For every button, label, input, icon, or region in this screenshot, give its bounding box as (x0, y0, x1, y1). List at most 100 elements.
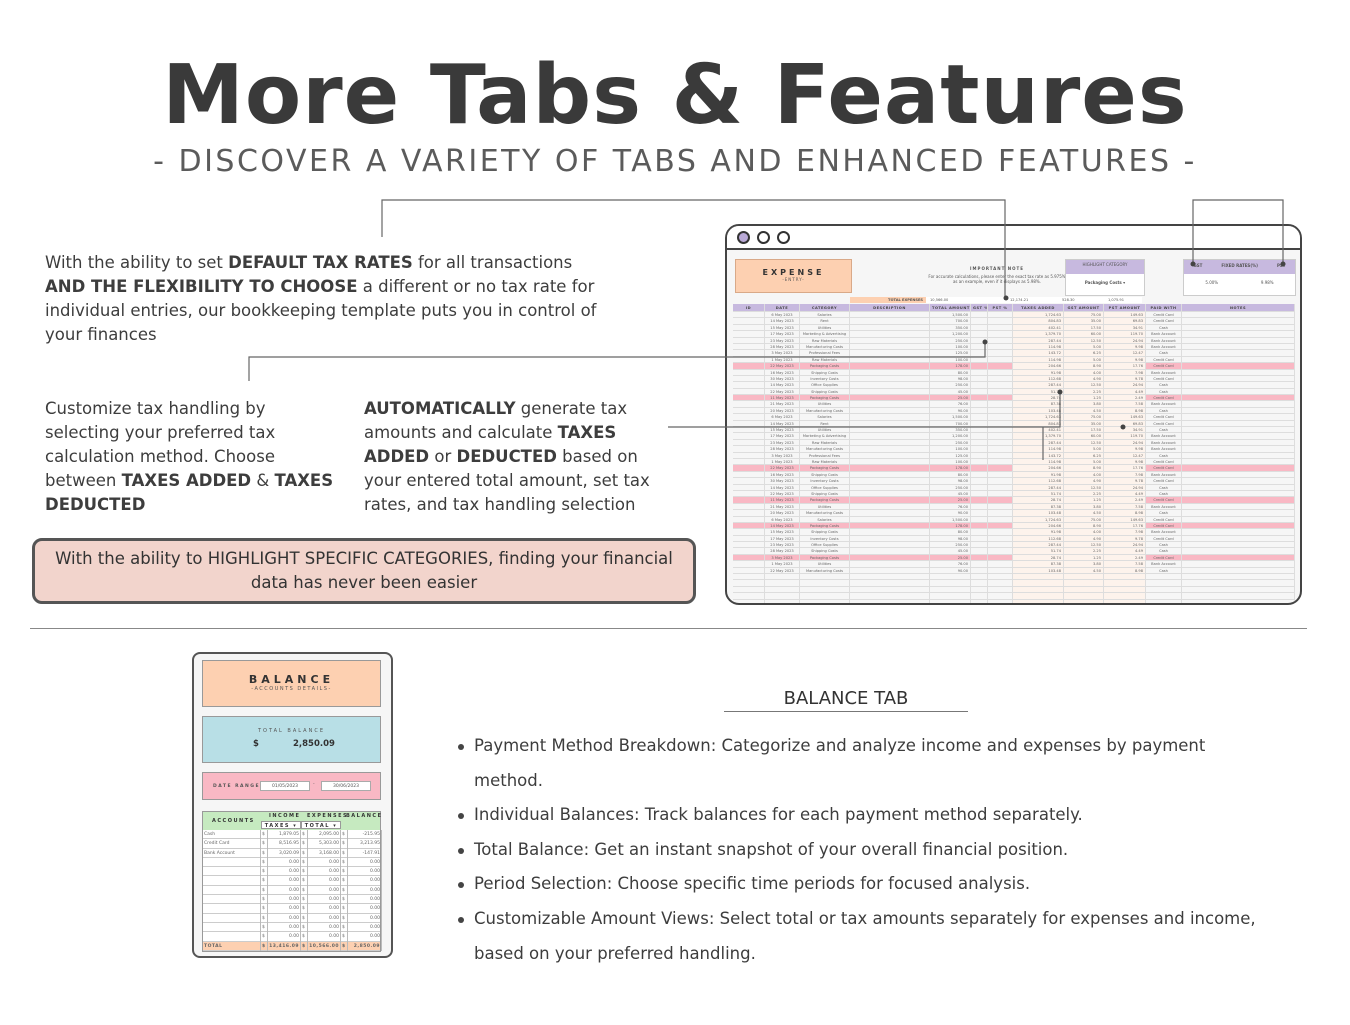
table-cell[interactable] (1182, 401, 1295, 407)
table-cell[interactable] (765, 593, 800, 599)
table-cell[interactable]: Bank Account (1146, 561, 1182, 567)
table-cell[interactable]: Bank Account (1146, 369, 1182, 375)
table-cell[interactable]: Bank Account (1146, 401, 1182, 407)
table-cell[interactable]: 100.00 (930, 343, 971, 350)
table-cell[interactable]: Packaging Costs (800, 554, 850, 561)
table-cell[interactable] (733, 535, 765, 542)
table-cell[interactable]: Credit Card (1146, 414, 1182, 420)
table-cell[interactable]: 24.94 (1104, 337, 1146, 343)
table-cell[interactable] (988, 414, 1013, 420)
table-cell[interactable] (988, 465, 1013, 471)
table-row[interactable] (733, 599, 1295, 603)
table-cell[interactable] (850, 382, 930, 388)
table-cell[interactable]: 1,500.00 (930, 312, 971, 318)
table-cell[interactable]: Cash (1146, 427, 1182, 433)
table-cell[interactable] (733, 427, 765, 433)
table-cell[interactable] (988, 574, 1013, 580)
table-row[interactable]: 16 May 2023 Shipping Costs 80.00 91.98 4.00 7… (733, 471, 1295, 479)
table-cell[interactable]: 2.49 (1104, 395, 1146, 401)
table-cell[interactable] (971, 484, 988, 490)
table-cell[interactable] (1013, 580, 1064, 586)
table-cell[interactable]: 80.00 (930, 471, 971, 478)
table-cell[interactable]: Packaging Costs (800, 522, 850, 529)
table-cell[interactable] (971, 452, 988, 458)
table-cell[interactable] (1182, 414, 1295, 420)
table-cell[interactable] (733, 375, 765, 382)
table-cell[interactable] (850, 363, 930, 369)
table-cell[interactable]: 28.74 (1013, 554, 1064, 561)
table-cell[interactable]: 8.98 (1104, 567, 1146, 574)
table-cell[interactable]: 91.98 (1013, 529, 1064, 535)
table-cell[interactable]: 204.66 (1013, 363, 1064, 369)
table-cell[interactable] (988, 535, 1013, 542)
table-cell[interactable]: 103.48 (1013, 567, 1064, 574)
table-cell[interactable] (733, 522, 765, 529)
table-cell[interactable]: 114.98 (1013, 343, 1064, 350)
table-row[interactable]: 22 May 2023 Packaging Costs 178.00 204.66 8.… (733, 465, 1295, 472)
table-cell[interactable]: Credit Card (1146, 458, 1182, 465)
table-cell[interactable] (1182, 471, 1295, 478)
table-cell[interactable]: 125.00 (930, 350, 971, 356)
table-cell[interactable]: Shipping Costs (800, 529, 850, 535)
table-cell[interactable]: 7.98 (1104, 471, 1146, 478)
table-cell[interactable]: Utilities (800, 427, 850, 433)
table-cell[interactable]: 1 May 2023 (765, 356, 800, 363)
table-cell[interactable]: Marketing & Advertising (800, 331, 850, 337)
table-cell[interactable] (733, 465, 765, 471)
table-cell[interactable]: 112.68 (1013, 375, 1064, 382)
table-cell[interactable] (988, 343, 1013, 350)
table-cell[interactable]: 804.83 (1013, 318, 1064, 324)
table-cell[interactable] (800, 586, 850, 593)
table-cell[interactable]: 6.25 (1064, 452, 1104, 458)
table-cell[interactable]: 69.83 (1104, 420, 1146, 427)
table-cell[interactable] (733, 356, 765, 363)
table-cell[interactable]: 90.00 (930, 567, 971, 574)
table-cell[interactable] (1104, 599, 1146, 603)
table-cell[interactable] (1182, 337, 1295, 343)
table-cell[interactable] (1182, 574, 1295, 580)
table-cell[interactable] (733, 586, 765, 593)
table-cell[interactable]: 204.66 (1013, 465, 1064, 471)
table-cell[interactable]: 103.48 (1013, 510, 1064, 516)
table-cell[interactable] (733, 420, 765, 427)
table-cell[interactable] (733, 433, 765, 439)
table-cell[interactable] (733, 599, 765, 603)
table-cell[interactable]: Inventory Costs (800, 535, 850, 542)
table-cell[interactable] (971, 478, 988, 484)
table-cell[interactable]: 250.00 (930, 382, 971, 388)
table-cell[interactable] (850, 529, 930, 535)
table-cell[interactable]: Utilities (800, 561, 850, 567)
table-cell[interactable]: 2.49 (1104, 554, 1146, 561)
table-cell[interactable] (1182, 446, 1295, 452)
table-row[interactable]: 1 May 2023 Utilities 76.00 87.38 3.80 7.58 Ban… (733, 561, 1295, 568)
table-cell[interactable]: 12.50 (1064, 439, 1104, 446)
table-cell[interactable] (988, 395, 1013, 401)
table-cell[interactable]: 91.98 (1013, 369, 1064, 375)
table-cell[interactable]: 7.58 (1104, 503, 1146, 510)
table-cell[interactable]: 22 May 2023 (765, 363, 800, 369)
table-cell[interactable] (733, 503, 765, 510)
table-cell[interactable] (971, 465, 988, 471)
table-cell[interactable] (930, 580, 971, 586)
table-cell[interactable] (988, 586, 1013, 593)
table-cell[interactable]: 21 May 2023 (765, 401, 800, 407)
table-cell[interactable]: 75.00 (1064, 414, 1104, 420)
table-cell[interactable]: 34.91 (1104, 324, 1146, 331)
table-cell[interactable] (988, 401, 1013, 407)
table-cell[interactable] (988, 388, 1013, 395)
table-cell[interactable]: 45.00 (930, 388, 971, 395)
gst-rate-input[interactable]: 5.00% (1205, 280, 1219, 285)
table-cell[interactable]: Credit Card (1146, 465, 1182, 471)
table-cell[interactable]: Bank Account (1146, 331, 1182, 337)
table-cell[interactable]: 12.50 (1064, 542, 1104, 548)
table-row[interactable]: 28 May 2023 Manufacturing Costs 100.00 114.… (733, 446, 1295, 453)
table-cell[interactable] (971, 567, 988, 574)
table-cell[interactable]: 7.98 (1104, 369, 1146, 375)
table-cell[interactable]: Credit Card (1146, 478, 1182, 484)
table-cell[interactable] (850, 420, 930, 427)
table-cell[interactable] (1182, 586, 1295, 593)
table-cell[interactable]: 2.25 (1064, 490, 1104, 497)
table-cell[interactable] (988, 318, 1013, 324)
table-cell[interactable]: Salaries (800, 414, 850, 420)
table-cell[interactable] (988, 478, 1013, 484)
